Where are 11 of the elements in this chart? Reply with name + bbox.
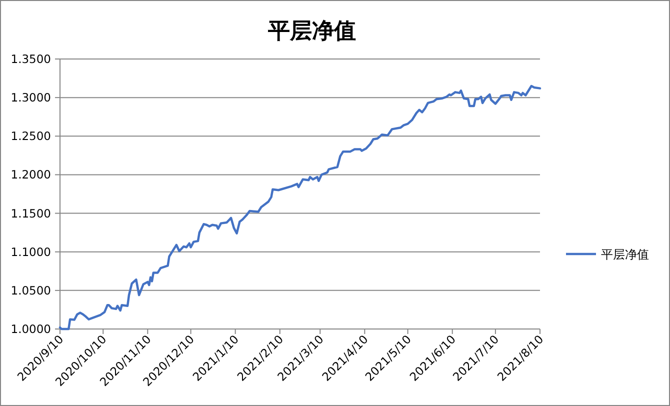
line-series (58, 84, 542, 330)
y-tick-label: 1.3000 (10, 90, 51, 105)
y-tick-label: 1.1500 (10, 206, 51, 220)
y-tick-label: 1.1000 (10, 244, 51, 259)
y-tick-label: 1.3500 (10, 52, 51, 66)
y-tick-label: 1.0000 (10, 322, 51, 336)
chart-title: 平层净值 (267, 19, 356, 44)
y-tick-label: 1.0500 (10, 283, 51, 298)
legend-label: 平层净值 (601, 248, 649, 262)
y-tick-label: 1.2000 (10, 168, 51, 182)
y-tick-label: 1.2500 (10, 129, 51, 144)
